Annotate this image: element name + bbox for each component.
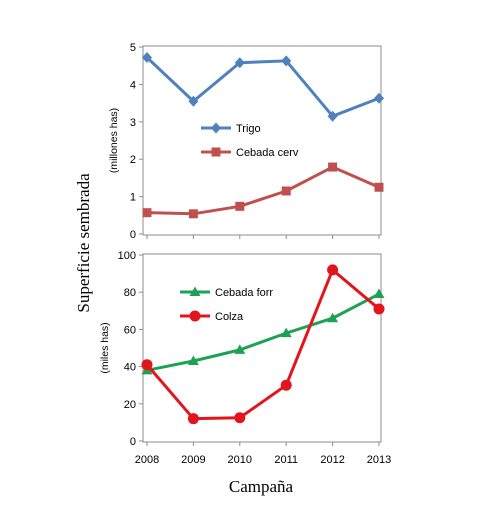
bottom-plot-frame <box>142 253 382 443</box>
top-y-tick-label: 3 <box>130 117 136 129</box>
legend-marker-cebada-cerv <box>211 147 221 157</box>
legend-label-colza: Colza <box>215 311 244 323</box>
shared-x-axis-label: Campaña <box>229 477 294 496</box>
data-point-cebada-forr <box>327 312 339 323</box>
bottom-y-axis-label: (miles has) <box>99 322 111 373</box>
bottom-x-tick-label: 2011 <box>274 454 298 466</box>
data-point-trigo <box>142 51 152 63</box>
data-point-cebada-cerv <box>374 182 384 192</box>
data-point-cebada-cerv <box>328 162 338 172</box>
data-point-trigo <box>188 95 199 107</box>
legend-marker-cebada-forr <box>189 286 201 296</box>
legend-label-cebada-cerv: Cebada cerv <box>236 147 299 159</box>
legend-label-trigo: Trigo <box>236 123 261 135</box>
bottom-panel-chart: 0 20 40 60 80 100 2008 2009 2010 2011 2012 2013 (mil… <box>99 250 391 466</box>
data-point-colza <box>234 412 246 424</box>
data-point-cebada-forr <box>373 288 385 299</box>
bottom-x-tick-label: 2012 <box>320 454 344 466</box>
shared-y-axis-label: Superficie sembrada <box>74 173 93 313</box>
top-y-axis-label: (millones has) <box>108 108 120 173</box>
top-y-tick-label: 4 <box>130 79 136 91</box>
bottom-x-tick-label: 2010 <box>228 454 252 466</box>
bottom-y-tick-label: 60 <box>124 324 136 336</box>
bottom-y-tick-label: 0 <box>130 436 136 448</box>
data-point-colza <box>327 264 339 276</box>
top-plot-frame <box>142 45 382 236</box>
series-line-cebada-cerv <box>146 165 380 216</box>
data-point-cebada-forr <box>280 327 292 338</box>
legend-marker-colza <box>189 310 201 322</box>
data-point-colza <box>280 379 292 391</box>
data-point-cebada-cerv <box>142 208 152 218</box>
data-point-trigo <box>327 110 338 122</box>
data-point-colza <box>373 303 385 315</box>
data-point-cebada-cerv <box>188 209 198 219</box>
data-point-colza <box>141 359 153 371</box>
top-y-tick-label: 1 <box>130 192 136 204</box>
top-y-tick-label: 2 <box>130 154 136 166</box>
bottom-y-tick-label: 20 <box>124 399 136 411</box>
data-point-cebada-forr <box>187 355 199 366</box>
series-line-cebada-forr <box>146 292 380 372</box>
top-panel-chart: 0 1 2 3 4 5 (millones has) Trigo Cebada cerv <box>108 42 384 241</box>
data-point-colza <box>187 413 199 425</box>
legend-label-cebada-forr: Cebada forr <box>215 287 273 299</box>
series-line-colza <box>145 268 380 421</box>
legend-marker-trigo <box>211 122 221 134</box>
data-point-cebada-cerv <box>235 201 245 211</box>
data-point-cebada-cerv <box>281 186 291 196</box>
data-point-cebada-forr <box>234 344 246 354</box>
series-line-trigo <box>145 56 380 118</box>
bottom-y-tick-label: 100 <box>118 250 136 262</box>
data-point-trigo <box>374 92 384 104</box>
top-y-tick-label: 0 <box>130 229 136 241</box>
bottom-x-tick-label: 2008 <box>135 454 159 466</box>
bottom-y-tick-label: 40 <box>124 362 136 374</box>
bottom-y-tick-label: 80 <box>124 287 136 299</box>
bottom-x-tick-label: 2009 <box>181 454 205 466</box>
bottom-x-tick-label: 2013 <box>367 454 391 466</box>
top-y-tick-label: 5 <box>130 42 136 54</box>
data-point-trigo <box>234 57 245 69</box>
data-point-trigo <box>281 55 292 67</box>
